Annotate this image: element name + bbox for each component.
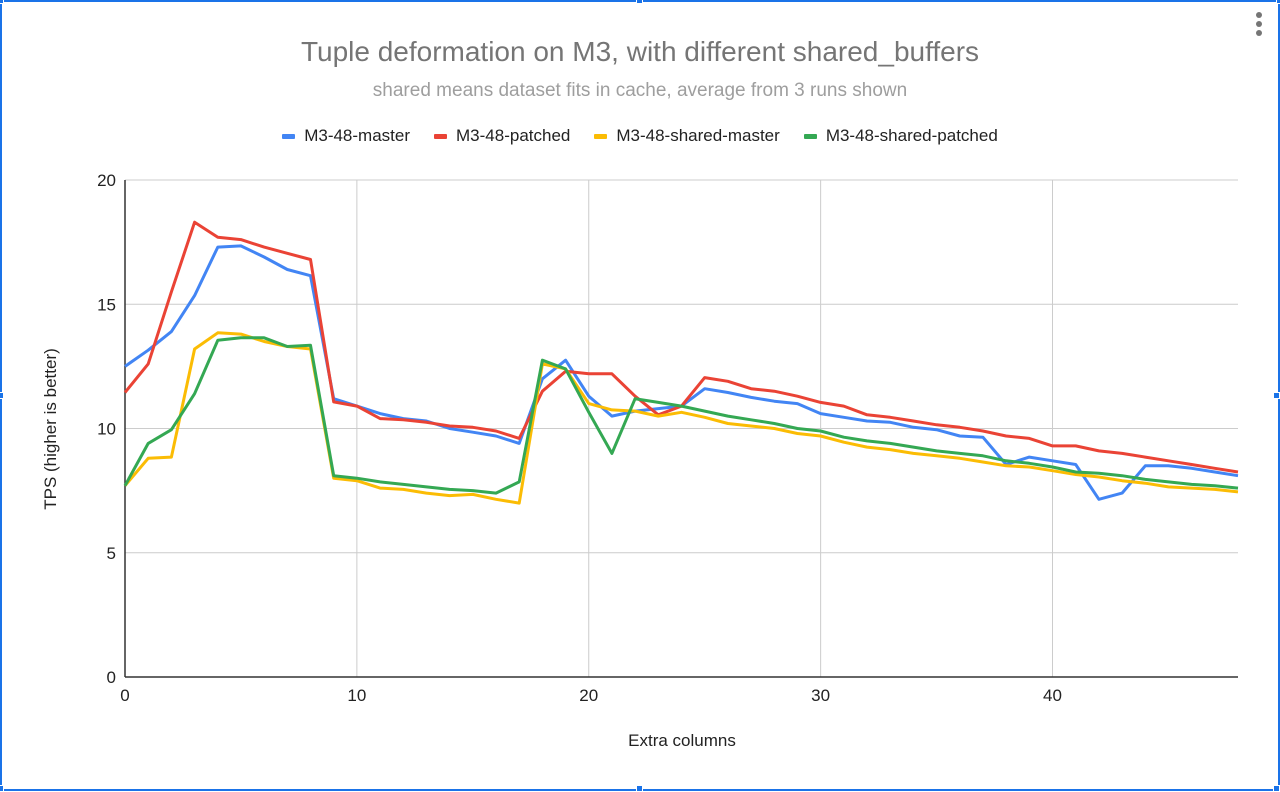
resize-handle-left[interactable]	[0, 392, 4, 399]
chart-title: Tuple deformation on M3, with different …	[300, 36, 980, 67]
series-line-m3-48-master[interactable]	[124, 244, 1239, 501]
legend-swatch	[282, 133, 296, 139]
legend-item-m3-48-shared-master[interactable]: M3-48-shared-master	[594, 126, 780, 146]
y-tick-label: 5	[107, 544, 116, 563]
resize-handle-top-right[interactable]	[1276, 0, 1280, 4]
menu-dot	[1256, 21, 1262, 27]
legend-item-m3-48-patched[interactable]: M3-48-patched	[434, 126, 570, 146]
legend-label: M3-48-master	[304, 126, 411, 145]
x-tick-label: 40	[1043, 686, 1062, 705]
y-tick-label: 15	[97, 295, 116, 314]
y-tick-label: 0	[107, 668, 116, 687]
legend-item-m3-48-master[interactable]: M3-48-master	[282, 126, 410, 146]
y-axis-title: TPS (higher is better)	[41, 348, 60, 510]
menu-dot	[1256, 30, 1262, 36]
x-tick-label: 10	[347, 686, 366, 705]
legend-swatch	[594, 133, 608, 139]
tick-labels: 0 5 10 15 20 0 10 20 30 40	[97, 171, 1062, 705]
legend-label: M3-48-patched	[456, 126, 571, 145]
y-tick-label: 10	[97, 420, 116, 439]
legend-item-m3-48-shared-patched[interactable]: M3-48-shared-patched	[803, 126, 998, 146]
menu-dot	[1256, 12, 1262, 18]
series-line-m3-48-shared-patched[interactable]	[123, 336, 1239, 495]
resize-handle-top[interactable]	[636, 0, 643, 4]
x-axis-title: Extra columns	[628, 731, 736, 750]
gridlines	[125, 179, 1238, 677]
axes	[124, 180, 1238, 678]
series-lines	[123, 220, 1239, 505]
legend-swatch	[803, 133, 817, 139]
y-tick-label: 20	[97, 171, 116, 190]
legend: M3-48-master M3-48-patched M3-48-shared-…	[0, 126, 1280, 146]
x-tick-label: 30	[811, 686, 830, 705]
resize-handle-top-left[interactable]	[0, 0, 4, 4]
x-tick-label: 20	[579, 686, 598, 705]
chart-subtitle: shared means dataset fits in cache, aver…	[372, 80, 908, 101]
legend-swatch	[434, 133, 448, 139]
legend-label: M3-48-shared-master	[616, 126, 780, 145]
legend-label: M3-48-shared-patched	[825, 126, 998, 145]
more-vert-icon[interactable]	[1254, 12, 1264, 36]
series-line-m3-48-shared-master[interactable]	[123, 331, 1239, 505]
x-tick-label: 0	[120, 686, 129, 705]
